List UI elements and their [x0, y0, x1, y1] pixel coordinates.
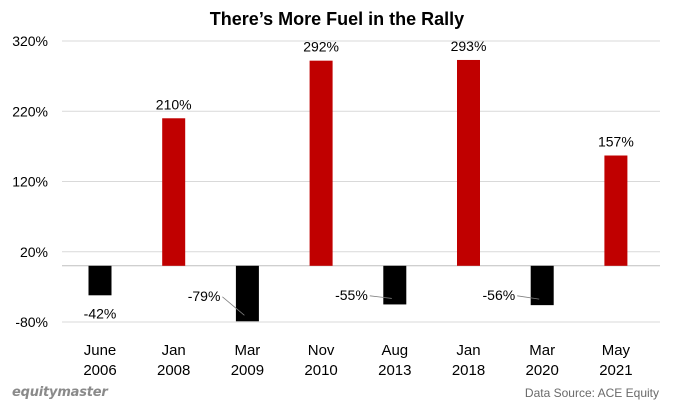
- x-tick-label: Mar: [529, 342, 555, 359]
- y-tick-label: 20%: [20, 244, 48, 260]
- x-tick-label: 2010: [304, 362, 337, 379]
- x-tick-label: 2013: [378, 362, 411, 379]
- x-tick-label: Mar: [234, 342, 260, 359]
- data-label: 293%: [451, 38, 487, 54]
- data-label: -42%: [84, 305, 117, 321]
- bar: [457, 59, 480, 266]
- data-label: 292%: [303, 39, 339, 55]
- chart-title: There’s More Fuel in the Rally: [210, 9, 464, 29]
- bar: [383, 265, 407, 305]
- x-tick-label: 2008: [157, 362, 190, 379]
- bar: [235, 265, 259, 322]
- data-label: -55%: [335, 287, 368, 303]
- x-tick-label: 2009: [231, 362, 264, 379]
- y-tick-label: 120%: [12, 174, 48, 190]
- data-label: -56%: [483, 287, 516, 303]
- bar: [309, 60, 333, 266]
- y-tick-label: -80%: [15, 314, 48, 330]
- x-tick-label: 2020: [526, 362, 559, 379]
- data-label: -79%: [188, 288, 221, 304]
- leader-line: [517, 295, 540, 300]
- x-tick-label: Nov: [308, 342, 335, 359]
- leader-line: [222, 296, 245, 316]
- bars: [88, 59, 628, 322]
- data-labels: -42% 210% -79% 292% -55% 293% -56% 157%: [84, 38, 634, 321]
- bar: [162, 118, 186, 266]
- x-tick-label: 2018: [452, 362, 485, 379]
- data-label: 157%: [598, 134, 634, 150]
- leader-line: [369, 295, 392, 299]
- bar: [88, 265, 112, 296]
- bar: [530, 265, 554, 306]
- x-tick-label: Jan: [162, 342, 186, 359]
- x-tick-label: 2006: [83, 362, 116, 379]
- brand-logo: equitymaster: [12, 385, 108, 400]
- data-source-note: Data Source: ACE Equity: [524, 386, 659, 400]
- data-label: 210%: [156, 96, 192, 112]
- x-tick-label: June: [84, 342, 117, 359]
- x-tick-label: Aug: [381, 342, 408, 359]
- y-axis-tick-labels: -80% 20% 120% 220% 320%: [12, 33, 48, 330]
- bar: [604, 155, 628, 266]
- x-tick-label: Jan: [456, 342, 480, 359]
- x-tick-label: 2021: [599, 362, 632, 379]
- y-tick-label: 220%: [12, 103, 48, 119]
- x-axis-tick-labels: June 2006 Jan 2008 Mar 2009 Nov 2010 Aug 2013 Jan 2…: [83, 342, 632, 379]
- x-tick-label: May: [602, 342, 631, 359]
- y-tick-label: 320%: [12, 33, 48, 49]
- gridlines: [62, 40, 660, 323]
